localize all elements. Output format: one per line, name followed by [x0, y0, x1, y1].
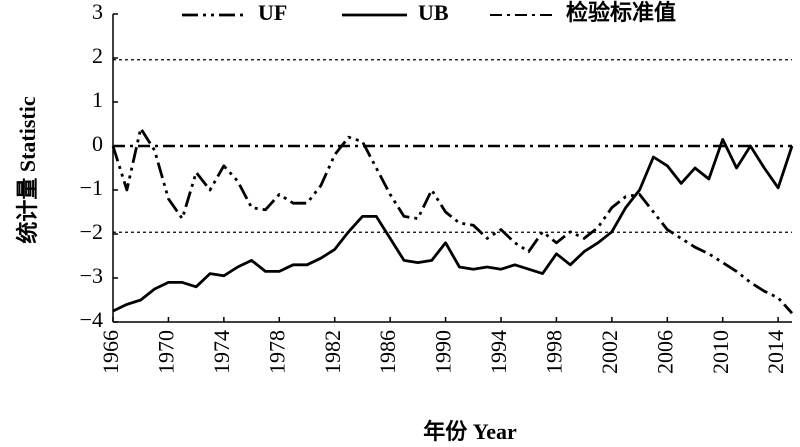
y-tick-label: −2	[80, 219, 103, 244]
x-tick-label: 2010	[708, 330, 733, 374]
x-tick-label: 1982	[320, 330, 345, 374]
x-tick-label: 1990	[431, 330, 456, 374]
y-tick-label: −3	[80, 263, 103, 288]
x-tick-label: 2006	[652, 330, 677, 374]
series-line	[112, 138, 794, 313]
y-tick-label: 3	[92, 0, 103, 24]
y-tick-label: 0	[92, 131, 103, 156]
x-tick-label: 2002	[597, 330, 622, 374]
y-axis-label: 统计量 Statistic	[15, 96, 40, 244]
y-tick-label: −4	[80, 307, 103, 332]
legend-label: UB	[418, 0, 449, 25]
x-tick-label: 1966	[98, 330, 123, 374]
y-tick-label: −1	[80, 175, 103, 200]
x-tick-label: 2014	[763, 330, 788, 374]
x-tick-label: 1994	[486, 330, 511, 374]
x-tick-label: 1974	[209, 330, 234, 374]
legend-label: UF	[258, 0, 287, 25]
legend-label: 检验标准值	[566, 0, 676, 25]
y-tick-label: 2	[92, 43, 103, 68]
x-tick-label: 1986	[375, 330, 400, 374]
x-tick-label: 1998	[541, 330, 566, 374]
y-tick-label: 1	[92, 87, 103, 112]
x-axis-label: 年份 Year	[423, 419, 517, 444]
series-line	[111, 127, 794, 315]
x-tick-label: 1970	[153, 330, 178, 374]
x-tick-label: 1978	[264, 330, 289, 374]
